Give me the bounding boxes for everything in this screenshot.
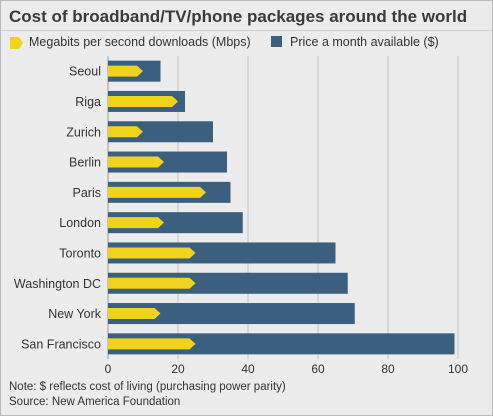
mbps-arrow-bar xyxy=(108,217,164,229)
mbps-arrow-bar xyxy=(108,308,161,320)
category-label: San Francisco xyxy=(21,337,101,351)
mbps-arrow-bar xyxy=(108,277,196,289)
mbps-arrow-icon xyxy=(10,37,23,49)
mbps-arrow-bar xyxy=(108,186,206,198)
legend-label-price: Price a month available ($) xyxy=(290,35,439,49)
category-label: Zurich xyxy=(66,125,101,139)
price-bar xyxy=(108,333,455,355)
mbps-arrow-bar xyxy=(108,156,164,168)
title-divider xyxy=(1,30,492,31)
x-tick-label: 20 xyxy=(171,362,185,376)
price-square-icon xyxy=(271,36,282,47)
category-label: Washington DC xyxy=(14,277,101,291)
mbps-arrow-bar xyxy=(108,338,196,350)
category-label: New York xyxy=(48,307,102,321)
source-text: Source: New America Foundation xyxy=(9,396,181,408)
category-label: Paris xyxy=(73,186,101,200)
category-label: Seoul xyxy=(69,65,101,79)
category-label: London xyxy=(59,216,101,230)
mbps-arrow-bar xyxy=(108,126,143,138)
x-tick-label: 0 xyxy=(105,362,112,376)
mbps-arrow-bar xyxy=(108,247,196,259)
x-tick-label: 100 xyxy=(448,362,468,376)
category-label: Riga xyxy=(75,95,101,109)
category-label: Toronto xyxy=(59,246,101,260)
legend-label-mbps: Megabits per second downloads (Mbps) xyxy=(29,35,251,49)
note-text: Note: $ reflects cost of living (purchas… xyxy=(9,381,286,393)
chart-notes: Note: $ reflects cost of living (purchas… xyxy=(9,380,286,410)
x-tick-label: 80 xyxy=(381,362,395,376)
mbps-arrow-bar xyxy=(108,95,178,107)
x-tick-label: 40 xyxy=(241,362,255,376)
category-label: Berlin xyxy=(69,156,101,170)
mbps-arrow-bar xyxy=(108,65,143,77)
chart-title: Cost of broadband/TV/phone packages arou… xyxy=(9,7,468,26)
price-bar xyxy=(108,303,355,325)
x-tick-label: 60 xyxy=(311,362,325,376)
